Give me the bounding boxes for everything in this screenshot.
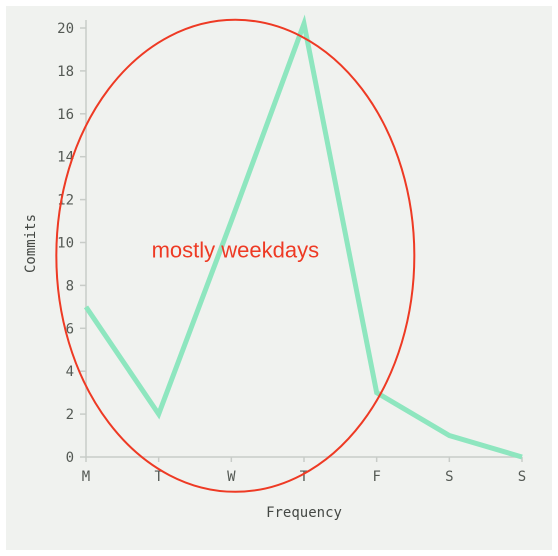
y-tick-label: 10 <box>57 236 74 252</box>
annotation-ellipse <box>55 18 416 493</box>
x-tick-label: S <box>445 469 453 485</box>
y-tick-label: 2 <box>66 407 74 423</box>
x-tick-label: S <box>518 469 526 485</box>
y-tick-label: 6 <box>66 321 74 337</box>
y-tick-label: 4 <box>66 364 74 380</box>
annotation-group: mostly weekdays <box>55 18 416 493</box>
x-tick-label: T <box>300 469 309 485</box>
x-axis-title: Frequency <box>266 505 342 521</box>
y-tick-label: 0 <box>66 450 74 466</box>
y-axis-title: Commits <box>23 214 39 273</box>
y-tick-label: 14 <box>57 150 74 166</box>
y-tick-label: 18 <box>57 64 74 80</box>
series-group <box>83 14 523 460</box>
y-tick-label: 20 <box>57 21 74 37</box>
x-tick-label: F <box>372 469 380 485</box>
y-tick-label: 8 <box>66 278 74 294</box>
annotation-text: mostly weekdays <box>152 238 320 263</box>
series-line <box>83 14 523 460</box>
x-tick-label: M <box>82 469 90 485</box>
x-tick-label: T <box>154 469 163 485</box>
y-tick-label: 16 <box>57 107 74 123</box>
x-tick-label: W <box>227 469 236 485</box>
